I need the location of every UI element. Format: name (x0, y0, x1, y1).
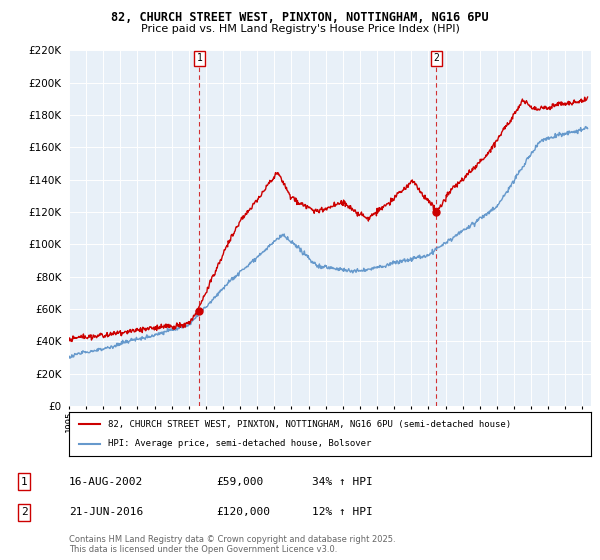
Text: 82, CHURCH STREET WEST, PINXTON, NOTTINGHAM, NG16 6PU: 82, CHURCH STREET WEST, PINXTON, NOTTING… (111, 11, 489, 24)
Text: 34% ↑ HPI: 34% ↑ HPI (312, 477, 373, 487)
Text: 82, CHURCH STREET WEST, PINXTON, NOTTINGHAM, NG16 6PU (semi-detached house): 82, CHURCH STREET WEST, PINXTON, NOTTING… (108, 419, 511, 428)
Text: £120,000: £120,000 (216, 507, 270, 517)
Text: Contains HM Land Registry data © Crown copyright and database right 2025.
This d: Contains HM Land Registry data © Crown c… (69, 535, 395, 554)
Text: 21-JUN-2016: 21-JUN-2016 (69, 507, 143, 517)
Text: 1: 1 (20, 477, 28, 487)
Text: HPI: Average price, semi-detached house, Bolsover: HPI: Average price, semi-detached house,… (108, 440, 371, 449)
Text: 1: 1 (196, 53, 202, 63)
Text: 16-AUG-2002: 16-AUG-2002 (69, 477, 143, 487)
Text: Price paid vs. HM Land Registry's House Price Index (HPI): Price paid vs. HM Land Registry's House … (140, 24, 460, 34)
Text: 2: 2 (434, 53, 439, 63)
Text: 2: 2 (20, 507, 28, 517)
Text: 12% ↑ HPI: 12% ↑ HPI (312, 507, 373, 517)
Text: £59,000: £59,000 (216, 477, 263, 487)
